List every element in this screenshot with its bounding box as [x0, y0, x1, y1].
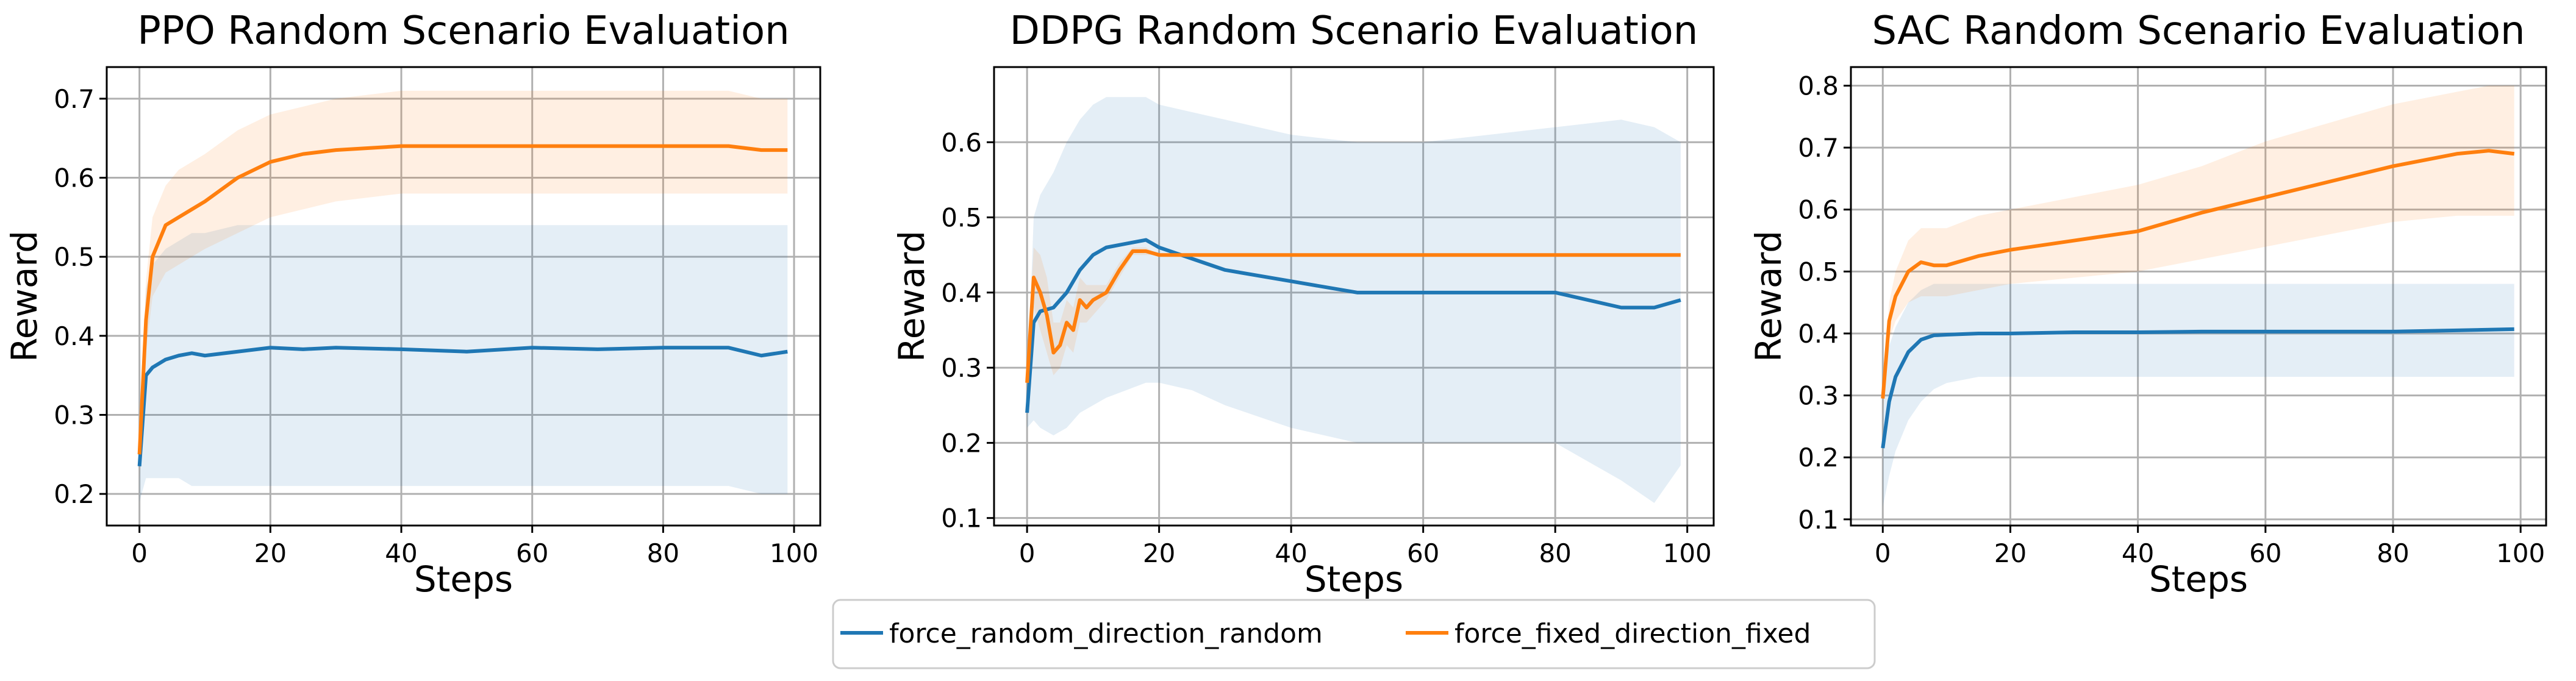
y-axis-label: Reward	[891, 230, 932, 362]
x-axis-label: Steps	[1304, 558, 1403, 600]
y-tick-label: 0.7	[1798, 133, 1839, 163]
x-tick-label: 20	[1994, 538, 2027, 568]
x-tick-label: 20	[254, 538, 287, 568]
chart-panel-1: 0 20 40 60 80 100 0.2 0.3 0.4 0.5 0.6 0.7 PPO Random…	[4, 9, 821, 600]
y-tick-label: 0.2	[941, 428, 982, 458]
band-force-random-direction-random	[139, 225, 788, 502]
x-tick-label: 60	[1407, 538, 1439, 568]
x-tick-label: 20	[1143, 538, 1175, 568]
y-tick-label: 0.1	[1798, 505, 1839, 535]
x-axis-label: Steps	[414, 558, 513, 600]
axes-frame	[1850, 66, 2547, 527]
y-tick-label: 0.6	[1798, 195, 1839, 225]
y-tick-label: 0.4	[54, 321, 95, 351]
series-line-force-random-direction-random	[137, 346, 788, 466]
x-tick-label: 60	[2249, 538, 2281, 568]
y-tick-label: 0.6	[941, 127, 982, 157]
y-tick-label: 0.3	[1798, 381, 1839, 411]
x-tick-label: 100	[1663, 538, 1712, 568]
legend-label-random: force_random_direction_random	[889, 618, 1323, 649]
y-tick-label: 0.2	[1798, 443, 1839, 472]
x-tick-label: 0	[1875, 538, 1891, 568]
band-force-random-direction-random	[1883, 283, 2514, 507]
x-tick-label: 40	[2122, 538, 2154, 568]
y-tick-label: 0.8	[1798, 71, 1839, 101]
y-tick-label: 0.4	[941, 278, 982, 308]
chart-panel-2: 0 20 40 60 80 100 0.1 0.2 0.3 0.4 0.5 0.6 DDPG Rando…	[891, 9, 1715, 600]
y-tick-label: 0.3	[54, 400, 95, 430]
plot-area	[1025, 97, 1681, 504]
chart-title: PPO Random Scenario Evaluation	[137, 9, 789, 54]
plot-area	[1881, 85, 2515, 507]
x-tick-label: 100	[770, 538, 818, 568]
band-force-random-direction-random	[1027, 97, 1681, 504]
x-tick-label: 80	[647, 538, 679, 568]
band-force-fixed-direction-fixed	[139, 90, 788, 479]
legend-label-fixed: force_fixed_direction_fixed	[1454, 618, 1811, 649]
y-tick-label: 0.7	[54, 84, 95, 114]
legend: force_random_direction_random force_fixe…	[832, 599, 1876, 669]
x-tick-label: 40	[385, 538, 417, 568]
legend-frame	[832, 599, 1876, 669]
y-tick-label: 0.1	[941, 504, 982, 533]
series-line-force-fixed-direction-fixed	[137, 144, 788, 455]
y-tick-label: 0.5	[1798, 257, 1839, 287]
y-tick-label: 0.2	[54, 479, 95, 509]
x-tick-label: 0	[1019, 538, 1036, 568]
chart-title: DDPG Random Scenario Evaluation	[1010, 9, 1698, 54]
y-axis-label: Reward	[1748, 230, 1789, 362]
y-tick-label: 0.3	[941, 353, 982, 383]
x-tick-label: 80	[2377, 538, 2409, 568]
x-tick-label: 40	[1275, 538, 1307, 568]
series-line-force-random-direction-random	[1025, 238, 1681, 413]
x-tick-label: 80	[1539, 538, 1571, 568]
y-tick-label: 0.4	[1798, 319, 1839, 349]
series-line-force-fixed-direction-fixed	[1025, 249, 1681, 383]
x-axis-label: Steps	[2149, 558, 2248, 600]
plot-area	[137, 90, 788, 502]
axes-frame	[993, 66, 1715, 527]
chart-title: SAC Random Scenario Evaluation	[1872, 9, 2525, 54]
x-tick-label: 100	[2496, 538, 2545, 568]
axes-frame	[106, 66, 821, 527]
x-tick-label: 0	[131, 538, 148, 568]
y-axis-label: Reward	[4, 230, 45, 362]
series-line-force-fixed-direction-fixed	[1881, 149, 2515, 399]
y-tick-label: 0.5	[54, 242, 95, 272]
x-tick-label: 60	[516, 538, 548, 568]
band-force-fixed-direction-fixed	[1883, 85, 2514, 415]
y-tick-label: 0.6	[54, 163, 95, 193]
series-line-force-random-direction-random	[1881, 327, 2514, 449]
chart-panel-3: 0 20 40 60 80 100 0.1 0.2 0.3 0.4 0.5 0.6 0.7 0.8 SAC …	[1748, 9, 2547, 600]
y-tick-label: 0.5	[941, 203, 982, 233]
